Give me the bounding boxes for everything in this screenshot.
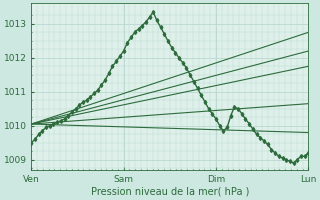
X-axis label: Pression niveau de la mer( hPa ): Pression niveau de la mer( hPa )	[91, 187, 249, 197]
